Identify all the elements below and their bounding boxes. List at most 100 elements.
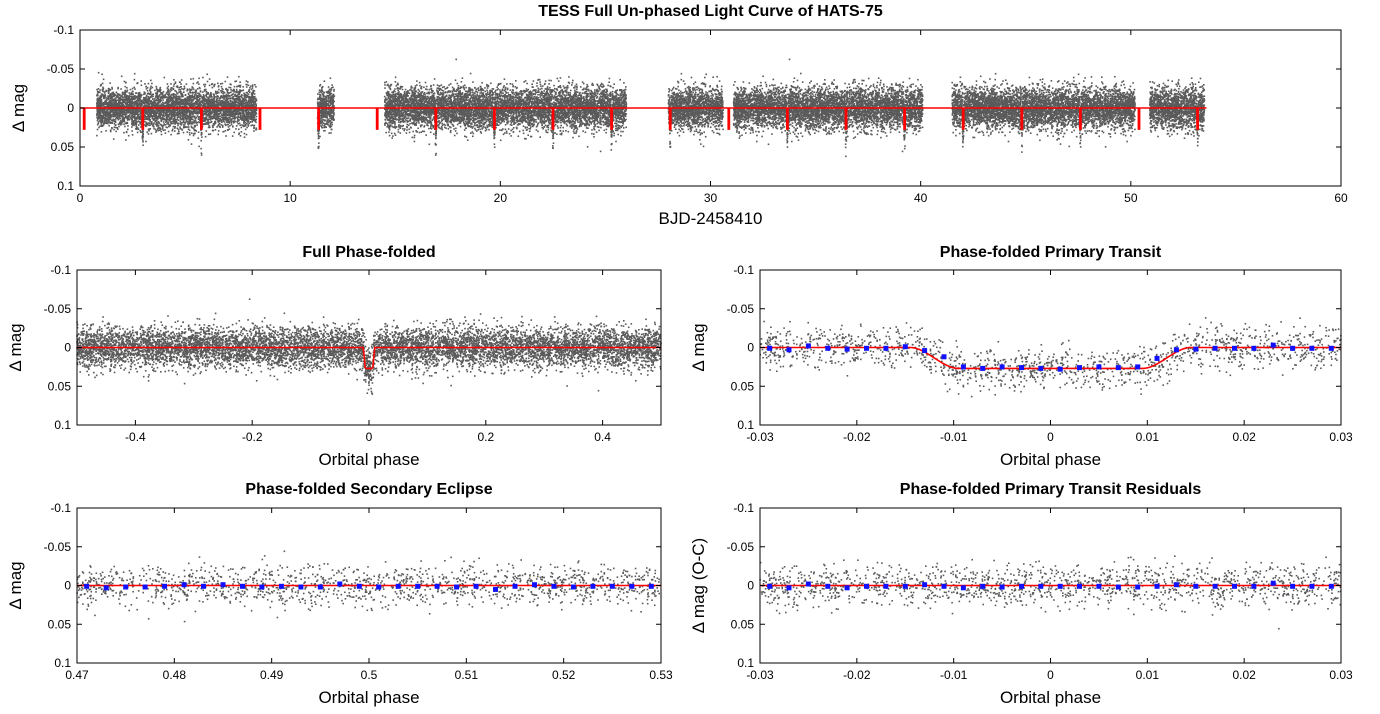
data-point [152,96,154,98]
data-point [103,120,105,122]
data-point [120,88,122,90]
data-point [162,128,164,130]
data-point [138,124,140,126]
data-point [221,95,223,97]
data-point [186,90,188,92]
data-point [97,129,99,131]
data-point [175,81,177,83]
data-point [102,83,104,85]
data-point [246,92,248,94]
data-point [196,124,198,126]
data-point [182,96,184,98]
data-point [135,92,137,94]
data-point [100,84,102,86]
data-point [249,91,251,93]
data-point [114,126,116,128]
data-point [206,91,208,93]
data-point [124,81,126,83]
data-point [231,103,233,105]
data-point [192,92,194,94]
data-point [124,126,126,128]
data-point [111,105,113,107]
data-point [181,124,183,126]
data-point [252,114,254,116]
data-point [198,83,200,85]
data-point [96,116,98,118]
data-point [171,118,173,120]
data-point [193,89,195,91]
data-point [142,140,144,142]
data-point [149,89,151,91]
data-point [104,92,106,94]
data-point [206,130,208,132]
data-point [183,124,185,126]
data-point [119,118,121,120]
data-point [152,87,154,89]
data-point [128,135,130,137]
data-point [205,136,207,138]
data-point [234,91,236,93]
data-point [185,101,187,103]
data-point [188,128,190,130]
data-point [117,128,119,130]
data-point [252,86,254,88]
data-point [197,88,199,90]
data-point [205,84,207,86]
data-point [145,113,147,115]
data-point [225,81,227,83]
data-point [113,92,115,94]
data-point [155,122,157,124]
data-point [193,83,195,85]
data-point [107,123,109,125]
data-point [113,115,115,117]
data-point [256,129,258,131]
data-point [242,105,244,107]
data-point [236,89,238,91]
data-point [188,139,190,141]
data-point [125,86,127,88]
data-point [199,99,201,101]
data-point [236,125,238,127]
data-point [177,110,179,112]
data-point [203,94,205,96]
data-point [159,101,161,103]
data-point [150,88,152,90]
data-point [219,126,221,128]
data-point [165,94,167,96]
data-point [224,92,226,94]
data-point [201,136,203,138]
data-point [202,77,204,79]
data-point [231,124,233,126]
data-point [129,115,131,117]
data-point [246,127,248,129]
data-point [170,83,172,85]
data-point [188,103,190,105]
data-point [99,125,101,127]
data-point [218,92,220,94]
data-point [221,124,223,126]
data-point [233,118,235,120]
data-point [242,117,244,119]
data-point [130,100,132,102]
data-point [190,92,192,94]
data-point [194,113,196,115]
data-point [226,121,228,123]
data-point [155,124,157,126]
data-point [146,96,148,98]
data-point [186,83,188,85]
data-point [146,88,148,90]
data-point [176,122,178,124]
data-point [153,122,155,124]
data-point [206,74,208,76]
data-point [256,116,258,118]
data-point [137,99,139,101]
data-point [192,100,194,102]
data-point [138,129,140,131]
data-point [177,123,179,125]
data-point [132,102,134,104]
data-point [239,124,241,126]
data-point [213,86,215,88]
data-point [189,100,191,102]
data-point [183,132,185,134]
